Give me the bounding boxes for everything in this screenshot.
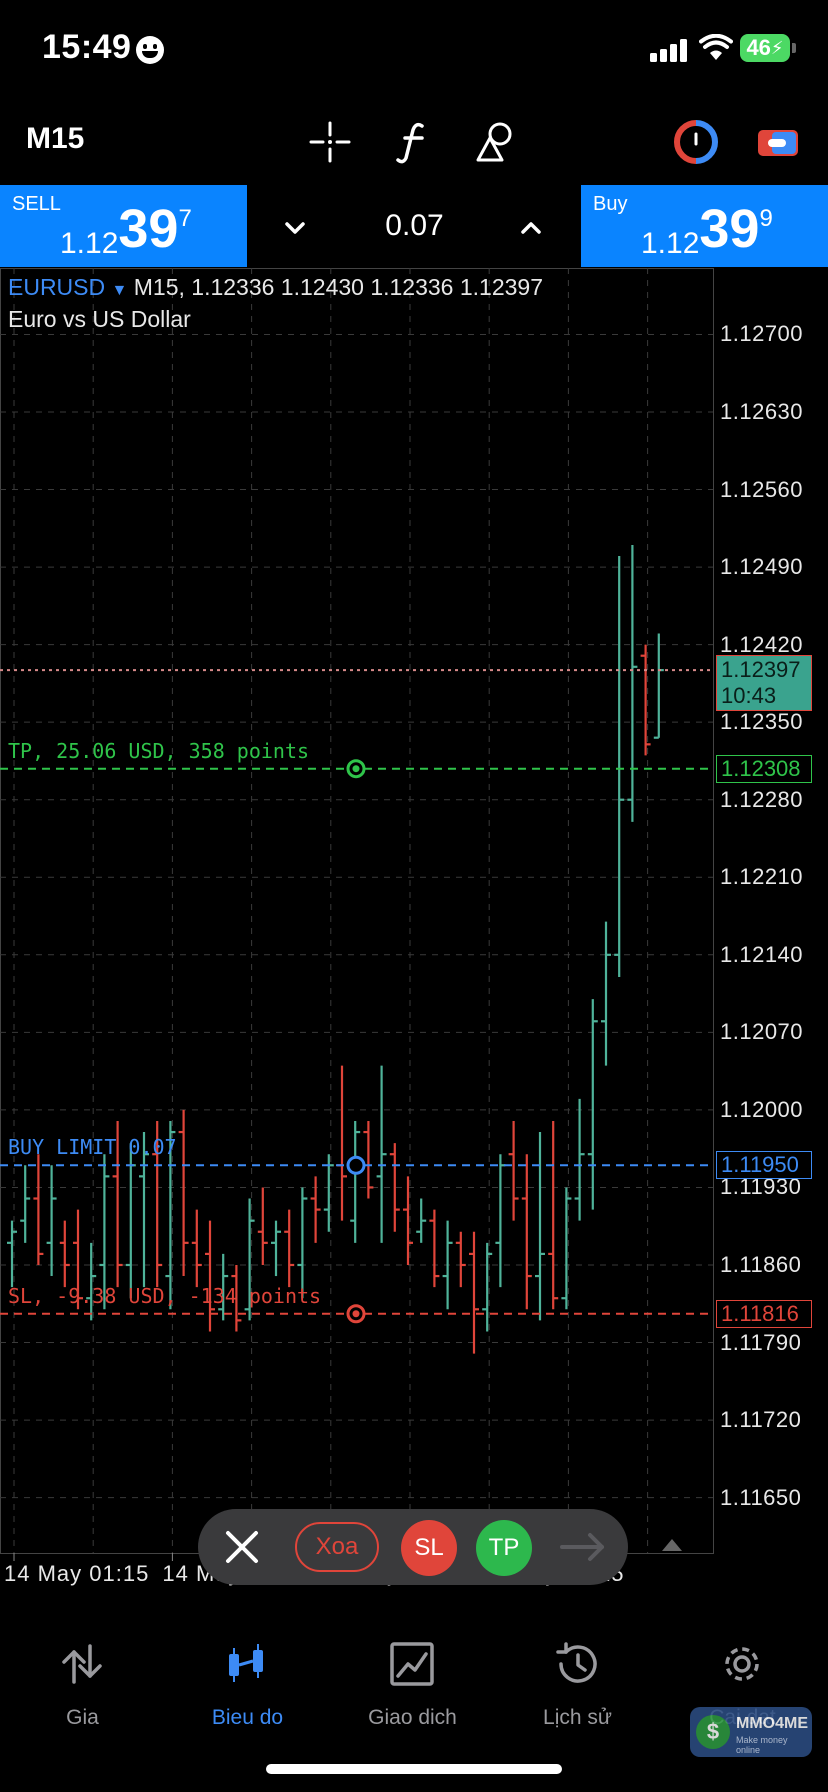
sell-label: SELL [12, 193, 61, 215]
nav-item-chart[interactable]: Bieu do [165, 1620, 330, 1730]
price-tick-label: 1.11860 [720, 1251, 802, 1277]
nav-label-quotes: Gia [66, 1706, 99, 1729]
symbol-name[interactable]: EURUSD [8, 274, 106, 300]
price-tick-label: 1.12350 [720, 709, 804, 735]
timeframe-selector[interactable]: M15 [26, 122, 85, 155]
symbol-dropdown-icon[interactable]: ▼ [111, 282, 128, 299]
objects-icon[interactable] [472, 118, 520, 166]
tp-drag-handle-dot [352, 765, 360, 773]
buy-limit-price-badge: 1.11950 [716, 1151, 812, 1180]
chart-candles-icon [229, 1644, 263, 1682]
nav-label-history: Lịch sử [543, 1706, 612, 1729]
price-chart[interactable]: EURUSD ▼ M15, 1.12336 1.12430 1.12336 1.… [0, 268, 828, 1593]
volume-increase-icon[interactable] [516, 213, 546, 243]
trade-toggle-icon[interactable] [754, 118, 802, 166]
battery-indicator: 46 ⚡ [740, 34, 790, 62]
status-time: 15:49 [42, 28, 132, 66]
nav-item-history[interactable]: Lịch sử [495, 1620, 660, 1730]
price-tick-label: 1.12560 [720, 476, 804, 502]
volume-control: 0.07 [248, 185, 581, 267]
history-clock-icon [556, 1642, 597, 1683]
status-emoji-icon [136, 36, 164, 64]
buy-limit-line-label: BUY LIMIT 0.07 [8, 1135, 177, 1160]
buy-price: 1.12 39 9 [641, 199, 773, 260]
volume-value[interactable]: 0.07 [385, 209, 444, 242]
price-tick-label: 1.12000 [720, 1096, 804, 1122]
wifi-icon [699, 34, 733, 60]
nav-item-trade[interactable]: Giao dich [330, 1620, 495, 1730]
battery-cap [792, 43, 796, 53]
chart-canvas[interactable] [0, 268, 828, 1593]
chart-toolbar: M15 [0, 100, 828, 184]
tp-line-label: TP, 25.06 USD, 358 points [8, 738, 310, 763]
nav-label-chart: Bieu do [211, 1706, 284, 1729]
home-indicator [266, 1764, 562, 1774]
price-tick-label: 1.12070 [720, 1019, 804, 1045]
status-bar: 15:49 46 ⚡ [0, 0, 828, 100]
gear-icon [725, 1647, 759, 1681]
price-tick-label: 1.12630 [720, 399, 804, 424]
bar-countdown: 10:43 [721, 683, 777, 709]
symbol-description: Euro vs US Dollar [8, 306, 191, 332]
sell-price: 1.12 39 7 [60, 199, 192, 260]
chart-frame [0, 268, 714, 1554]
price-tick-label: 1.12420 [720, 631, 804, 657]
sl-line-label: SL, -9.38 USD, -134 points [8, 1283, 322, 1308]
one-click-trading-icon[interactable] [672, 118, 720, 166]
price-tick-label: 1.11720 [720, 1407, 802, 1433]
price-tick-label: 1.12210 [720, 864, 804, 890]
time-tick-label: 14 May 01:15 [4, 1561, 150, 1586]
price-tick-label: 1.12140 [720, 941, 804, 967]
one-click-trade-panel: SELL 1.12 39 7 0.07 Buy 1.12 39 9 [0, 185, 828, 267]
price-tick-label: 1.12280 [720, 786, 804, 812]
stop-loss-button[interactable]: SL [401, 1520, 457, 1576]
trade-chart-icon [390, 1642, 434, 1686]
buy-label: Buy [593, 193, 628, 215]
cellular-signal-icon [650, 38, 690, 62]
price-tick-label: 1.11790 [720, 1329, 802, 1355]
tp-price-badge: 1.12308 [716, 754, 812, 783]
arrow-right-icon[interactable] [558, 1529, 608, 1565]
order-edit-action-bar: Xoa SL TP [198, 1509, 628, 1585]
sl-price-badge: 1.11816 [716, 1299, 812, 1328]
volume-decrease-icon[interactable] [280, 213, 310, 243]
close-icon[interactable] [220, 1525, 264, 1569]
take-profit-button[interactable]: TP [476, 1520, 532, 1576]
indicator-f-icon[interactable] [390, 118, 438, 166]
price-tick-label: 1.12490 [720, 554, 804, 580]
price-tick-label: 1.12700 [720, 321, 804, 347]
nav-label-trade: Giao dich [368, 1706, 457, 1729]
price-tick-label: 1.11650 [720, 1484, 802, 1510]
buy-limit-drag-handle [346, 1155, 366, 1175]
sell-button[interactable]: SELL 1.12 39 7 [0, 185, 247, 267]
current-price: 1.12397 [721, 657, 801, 683]
sl-drag-handle-dot [352, 1310, 360, 1318]
scroll-end-marker [662, 1539, 682, 1551]
ohlc-values: M15, 1.12336 1.12430 1.12336 1.12397 [133, 274, 543, 300]
delete-order-button[interactable]: Xoa [295, 1522, 379, 1572]
quotes-arrows-icon [62, 1644, 102, 1684]
watermark-logo: $ MMO4ME Make money online [690, 1707, 812, 1757]
buy-button[interactable]: Buy 1.12 39 9 [581, 185, 828, 267]
crosshair-icon[interactable] [306, 118, 354, 166]
current-price-badge: 1.12397 10:43 [716, 655, 812, 712]
chart-symbol-header: EURUSD ▼ M15, 1.12336 1.12430 1.12336 1.… [8, 274, 543, 301]
nav-item-quotes[interactable]: Gia [0, 1620, 165, 1730]
